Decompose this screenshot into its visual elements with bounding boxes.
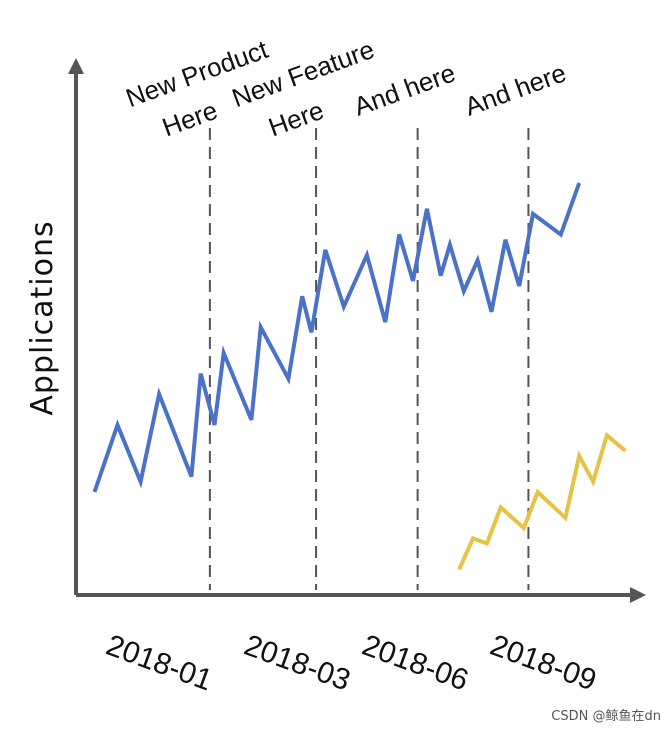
annotation-label-4: And here <box>461 57 570 121</box>
series-layer <box>92 182 627 571</box>
series-line-2 <box>457 431 627 571</box>
x-tick-label-4: 2018-09 <box>486 629 601 698</box>
x-tick-label-3: 2018-06 <box>358 629 473 698</box>
x-tick-label-1: 2018-01 <box>102 629 217 698</box>
watermark: CSDN @鲸鱼在dn <box>551 708 661 724</box>
annotation-label-3: And here <box>350 57 459 121</box>
series-line-1 <box>92 182 582 493</box>
x-tick-labels: 2018-01 2018-03 2018-06 2018-09 <box>102 629 601 698</box>
x-tick-label-2: 2018-03 <box>240 629 355 698</box>
y-axis-label: Applications <box>25 220 60 415</box>
